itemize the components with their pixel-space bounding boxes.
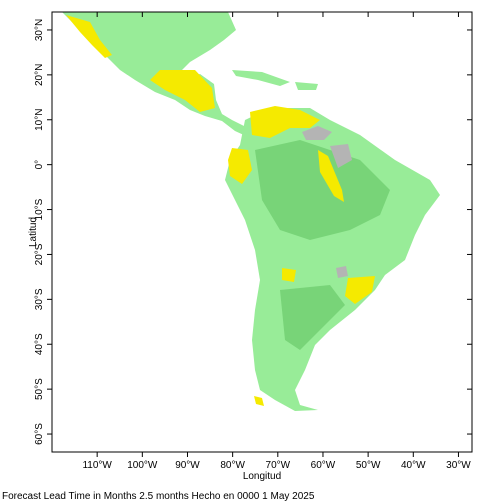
y-axis-label: Latitud [28, 217, 39, 247]
yellow-venezuela [250, 106, 320, 138]
grey-amazon [330, 144, 352, 168]
yellow-brazil [318, 150, 344, 202]
y-tick-label: 20°S [34, 243, 45, 265]
y-tick-label: 30°N [34, 19, 45, 41]
y-tick-label: 50°S [34, 378, 45, 400]
x-tick-label: 50°W [356, 460, 381, 471]
y-tick-label: 10°N [34, 109, 45, 131]
axes: 110°W 100°W 90°W 80°W 70°W 60°W 50°W 40°W 30°W 30… [34, 12, 472, 471]
y-tick-label: 0° [34, 160, 45, 170]
grey-south [336, 266, 348, 278]
y-tick-label: 60°S [34, 423, 45, 445]
grey-guiana [302, 126, 332, 140]
yellow-bolivia [282, 268, 296, 282]
yellow-central [150, 70, 215, 112]
y-tick-label: 40°S [34, 333, 45, 355]
yellow-ecuador [228, 148, 252, 184]
x-tick-label: 110°W [82, 460, 112, 471]
map-frame [51, 11, 473, 453]
yellow-patagonia [254, 396, 264, 406]
yellow-mexico [66, 15, 112, 58]
x-tick-label: 60°W [311, 460, 336, 471]
x-axis-label: Longitud [243, 471, 281, 482]
y-tick-label: 20°N [34, 64, 45, 86]
x-tick-label: 70°W [266, 460, 291, 471]
x-tick-label: 40°W [401, 460, 426, 471]
land-dark [255, 140, 390, 240]
yellow-uruguay [345, 276, 375, 304]
land-hispaniola [295, 82, 318, 90]
x-tick-label: 90°W [175, 460, 200, 471]
caption: Forecast Lead Time in Months 2.5 months … [2, 491, 315, 502]
x-tick-label: 100°W [127, 460, 158, 471]
y-tick-label: 10°S [34, 198, 45, 220]
land-dark-south [280, 285, 345, 350]
x-tick-label: 80°W [220, 460, 245, 471]
y-tick-label: 30°S [34, 288, 45, 310]
land [62, 12, 440, 411]
land-cuba [232, 70, 290, 86]
x-tick-label: 30°W [446, 460, 471, 471]
